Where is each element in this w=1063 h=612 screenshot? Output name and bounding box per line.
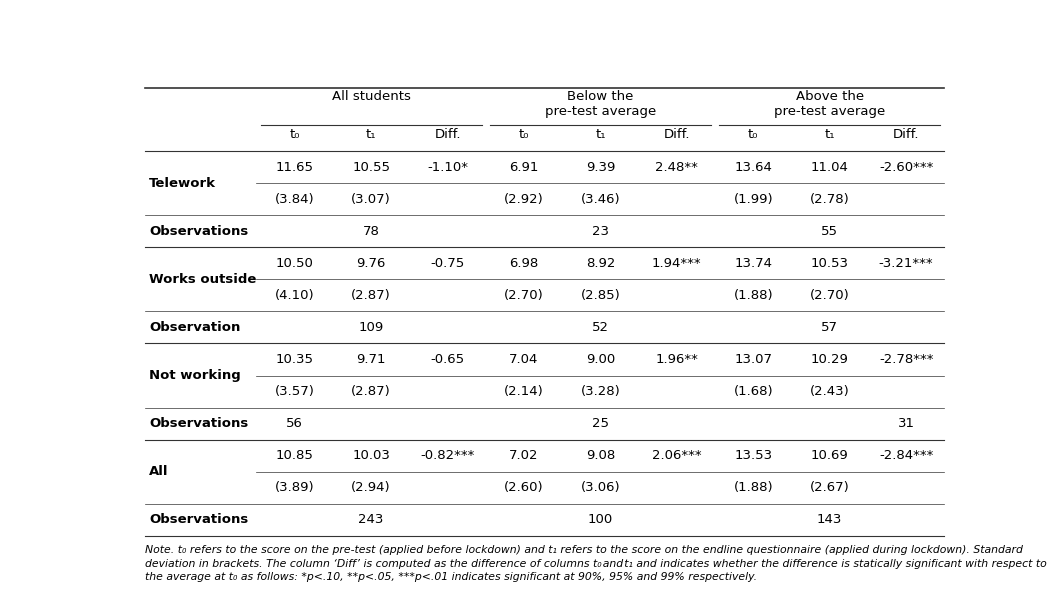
Text: -0.75: -0.75 [431, 257, 465, 270]
Text: Telework: Telework [149, 177, 217, 190]
Text: (3.06): (3.06) [580, 481, 620, 494]
Text: (2.70): (2.70) [810, 289, 849, 302]
Text: (2.70): (2.70) [504, 289, 544, 302]
Text: Diff.: Diff. [663, 128, 690, 141]
Text: 23: 23 [592, 225, 609, 238]
Text: -0.65: -0.65 [431, 353, 465, 366]
Text: 2.06***: 2.06*** [652, 449, 702, 462]
Text: (4.10): (4.10) [275, 289, 315, 302]
Text: (2.87): (2.87) [351, 289, 391, 302]
Text: (2.85): (2.85) [580, 289, 621, 302]
Text: Note. t₀ refers to the score on the pre-test (applied before lockdown) and t₁ re: Note. t₀ refers to the score on the pre-… [146, 545, 1047, 583]
Text: -2.78***: -2.78*** [879, 353, 933, 366]
Text: -3.21***: -3.21*** [879, 257, 933, 270]
Text: 6.98: 6.98 [509, 257, 539, 270]
Text: (1.88): (1.88) [733, 289, 773, 302]
Text: 13.53: 13.53 [735, 449, 773, 462]
Text: t₁: t₁ [595, 128, 606, 141]
Text: 2.48**: 2.48** [656, 161, 698, 174]
Text: (3.84): (3.84) [275, 193, 315, 206]
Text: 7.02: 7.02 [509, 449, 539, 462]
Text: Diff.: Diff. [893, 128, 919, 141]
Text: Above the
pre-test average: Above the pre-test average [774, 90, 885, 118]
Text: 100: 100 [588, 513, 613, 526]
Text: 9.76: 9.76 [356, 257, 386, 270]
Text: Observations: Observations [149, 513, 249, 526]
Text: Works outside: Works outside [149, 273, 257, 286]
Text: 25: 25 [592, 417, 609, 430]
Text: (3.46): (3.46) [580, 193, 620, 206]
Text: (2.60): (2.60) [504, 481, 544, 494]
Text: 10.53: 10.53 [811, 257, 848, 270]
Text: 52: 52 [592, 321, 609, 334]
Text: 9.00: 9.00 [586, 353, 615, 366]
Text: 10.03: 10.03 [352, 449, 390, 462]
Text: 10.35: 10.35 [275, 353, 314, 366]
Text: -2.60***: -2.60*** [879, 161, 933, 174]
Text: t₀: t₀ [519, 128, 529, 141]
Text: (1.68): (1.68) [733, 385, 773, 398]
Text: 1.94***: 1.94*** [652, 257, 702, 270]
Text: (3.89): (3.89) [275, 481, 315, 494]
Text: (2.67): (2.67) [810, 481, 849, 494]
Text: Below the
pre-test average: Below the pre-test average [544, 90, 656, 118]
Text: (2.92): (2.92) [504, 193, 544, 206]
Text: Observation: Observation [149, 321, 240, 334]
Text: 8.92: 8.92 [586, 257, 615, 270]
Text: (1.99): (1.99) [733, 193, 773, 206]
Text: 11.65: 11.65 [275, 161, 314, 174]
Text: 78: 78 [362, 225, 379, 238]
Text: 6.91: 6.91 [509, 161, 539, 174]
Text: All: All [149, 465, 169, 478]
Text: t₀: t₀ [289, 128, 300, 141]
Text: 109: 109 [358, 321, 384, 334]
Text: (2.43): (2.43) [810, 385, 849, 398]
Text: -0.82***: -0.82*** [420, 449, 475, 462]
Text: 10.55: 10.55 [352, 161, 390, 174]
Text: 143: 143 [817, 513, 842, 526]
Text: 10.85: 10.85 [275, 449, 314, 462]
Text: (2.94): (2.94) [351, 481, 391, 494]
Text: 11.04: 11.04 [811, 161, 848, 174]
Text: 243: 243 [358, 513, 384, 526]
Text: (3.57): (3.57) [274, 385, 315, 398]
Text: t₁: t₁ [825, 128, 834, 141]
Text: Not working: Not working [149, 369, 241, 382]
Text: (2.14): (2.14) [504, 385, 544, 398]
Text: 9.71: 9.71 [356, 353, 386, 366]
Text: 13.07: 13.07 [735, 353, 772, 366]
Text: 10.29: 10.29 [811, 353, 848, 366]
Text: All students: All students [332, 90, 410, 103]
Text: (1.88): (1.88) [733, 481, 773, 494]
Text: Observations: Observations [149, 417, 249, 430]
Text: 9.39: 9.39 [586, 161, 615, 174]
Text: 31: 31 [897, 417, 914, 430]
Text: 13.64: 13.64 [735, 161, 772, 174]
Text: 7.04: 7.04 [509, 353, 539, 366]
Text: 9.08: 9.08 [586, 449, 615, 462]
Text: (3.07): (3.07) [351, 193, 391, 206]
Text: Diff.: Diff. [435, 128, 460, 141]
Text: -2.84***: -2.84*** [879, 449, 933, 462]
Text: 10.50: 10.50 [275, 257, 314, 270]
Text: (2.78): (2.78) [810, 193, 849, 206]
Text: (2.87): (2.87) [351, 385, 391, 398]
Text: -1.10*: -1.10* [427, 161, 468, 174]
Text: t₁: t₁ [366, 128, 376, 141]
Text: 10.69: 10.69 [811, 449, 848, 462]
Text: 57: 57 [822, 321, 839, 334]
Text: (3.28): (3.28) [580, 385, 621, 398]
Text: 1.96**: 1.96** [656, 353, 698, 366]
Text: 56: 56 [286, 417, 303, 430]
Text: Observations: Observations [149, 225, 249, 238]
Text: t₀: t₀ [748, 128, 759, 141]
Text: 13.74: 13.74 [735, 257, 772, 270]
Text: 55: 55 [822, 225, 839, 238]
